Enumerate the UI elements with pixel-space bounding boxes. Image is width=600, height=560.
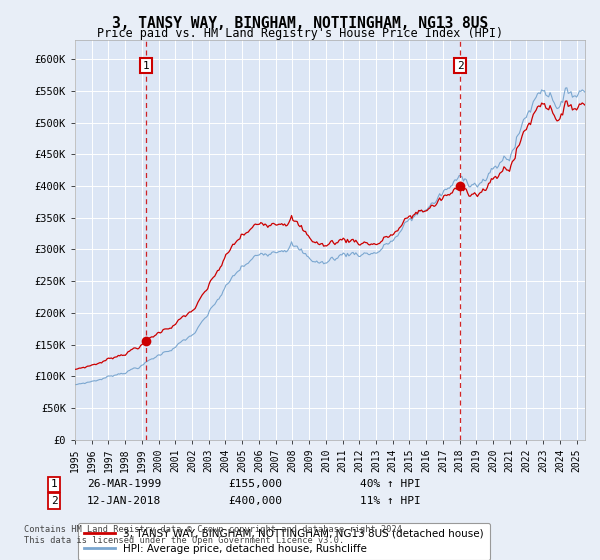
Text: Price paid vs. HM Land Registry's House Price Index (HPI): Price paid vs. HM Land Registry's House … <box>97 27 503 40</box>
Text: £155,000: £155,000 <box>228 479 282 489</box>
Text: 26-MAR-1999: 26-MAR-1999 <box>87 479 161 489</box>
Text: 40% ↑ HPI: 40% ↑ HPI <box>360 479 421 489</box>
Text: 2: 2 <box>457 60 464 71</box>
Text: Contains HM Land Registry data © Crown copyright and database right 2024.
This d: Contains HM Land Registry data © Crown c… <box>24 525 407 545</box>
Text: £400,000: £400,000 <box>228 496 282 506</box>
Text: 12-JAN-2018: 12-JAN-2018 <box>87 496 161 506</box>
Text: 1: 1 <box>142 60 149 71</box>
Legend: 3, TANSY WAY, BINGHAM, NOTTINGHAM, NG13 8US (detached house), HPI: Average price: 3, TANSY WAY, BINGHAM, NOTTINGHAM, NG13 … <box>77 522 490 560</box>
Text: 3, TANSY WAY, BINGHAM, NOTTINGHAM, NG13 8US: 3, TANSY WAY, BINGHAM, NOTTINGHAM, NG13 … <box>112 16 488 31</box>
Text: 2: 2 <box>50 496 58 506</box>
Text: 1: 1 <box>50 479 58 489</box>
Text: 11% ↑ HPI: 11% ↑ HPI <box>360 496 421 506</box>
